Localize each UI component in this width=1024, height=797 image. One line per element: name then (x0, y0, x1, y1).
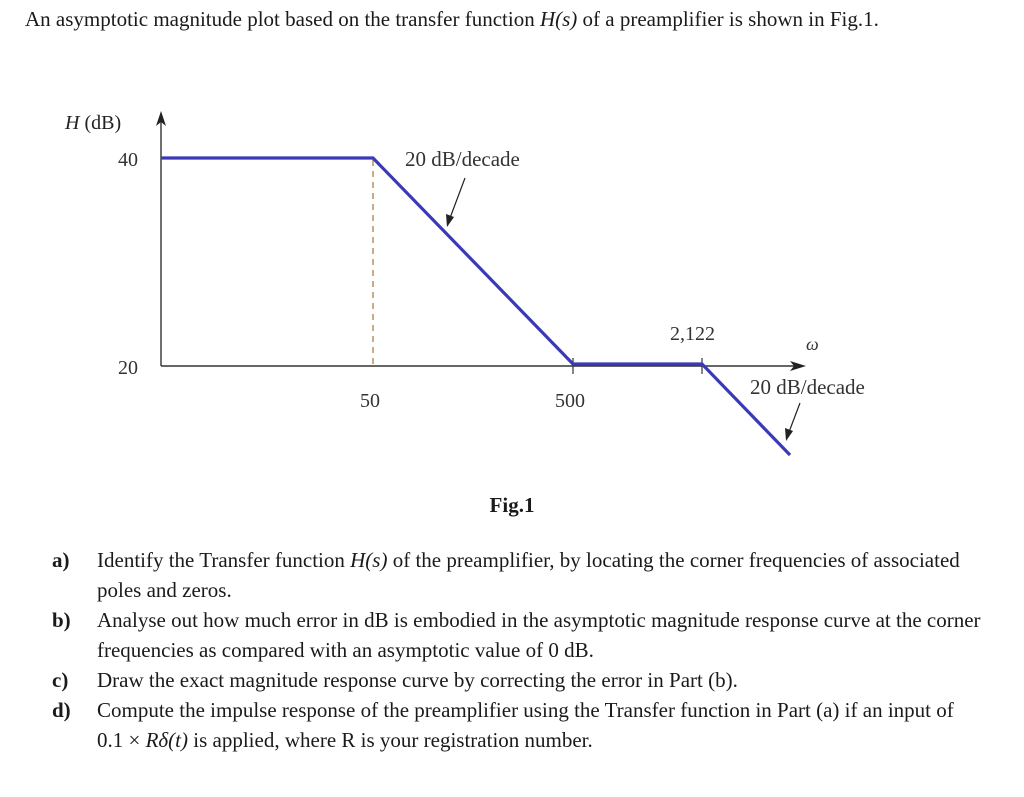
annotation-arrow-icon (785, 428, 793, 441)
x-axis-arrow-icon (790, 361, 806, 371)
intro-text-end: of a preamplifier is shown in Fig.1. (577, 7, 879, 31)
question-b: b) Analyse out how much error in dB is e… (52, 605, 982, 665)
question-label: b) (52, 608, 71, 632)
question-list: a) Identify the Transfer function H(s) o… (52, 545, 982, 755)
y-axis-arrow-icon (156, 111, 166, 126)
annotation-pointer-1 (449, 177, 466, 219)
annotation-pointer-2 (788, 402, 801, 433)
y-tick-20: 20 (118, 357, 138, 379)
x-tick-500: 500 (555, 390, 585, 412)
question-text: Identify the Transfer function H(s) of t… (97, 548, 960, 602)
question-label: d) (52, 698, 71, 722)
question-label: c) (52, 668, 69, 692)
question-c: c) Draw the exact magnitude response cur… (52, 665, 982, 695)
x-tick-2122: 2,122 (670, 323, 715, 345)
question-label: a) (52, 548, 70, 572)
asymptote-curve (161, 156, 792, 457)
intro-text: An asymptotic magnitude plot based on th… (25, 7, 540, 31)
slope-annotation-1: 20 dB/decade (405, 147, 520, 171)
slope-annotation-2: 20 dB/decade (750, 375, 865, 399)
question-text: Analyse out how much error in dB is embo… (97, 608, 981, 662)
y-tick-40: 40 (118, 149, 138, 171)
transfer-function-symbol: H(s) (539, 7, 578, 31)
question-text: Draw the exact magnitude response curve … (97, 668, 738, 692)
question-d: d) Compute the impulse response of the p… (52, 695, 982, 755)
bode-magnitude-plot: H (dB) 40 20 50 500 2,122 ω 20 dB/decade… (64, 111, 865, 457)
y-axis-label: H (dB) (64, 112, 121, 134)
x-tick-50: 50 (360, 390, 380, 412)
question-text: Compute the impulse response of the prea… (97, 698, 954, 752)
question-a: a) Identify the Transfer function H(s) o… (52, 545, 982, 605)
intro-paragraph: An asymptotic magnitude plot based on th… (25, 4, 1005, 35)
figure-caption: Fig.1 (489, 493, 535, 517)
annotation-arrow-icon (446, 214, 454, 227)
x-axis-label: ω (806, 334, 819, 354)
